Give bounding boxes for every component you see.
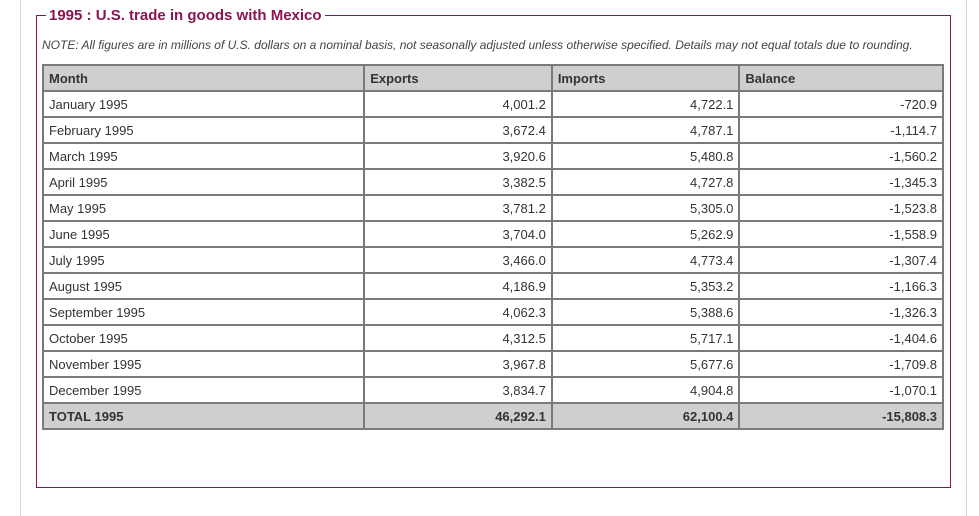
month-cell: August 1995 — [41, 272, 366, 300]
page-divider-right — [966, 0, 967, 516]
column-header-exports: Exports — [363, 64, 553, 92]
note-text: NOTE: All figures are in millions of U.S… — [42, 38, 913, 52]
balance-cell: -1,709.8 — [738, 350, 944, 378]
balance-cell: -1,070.1 — [738, 376, 944, 404]
balance-cell: -1,404.6 — [738, 324, 944, 352]
balance-cell: -1,345.3 — [738, 168, 944, 196]
exports-cell: 4,186.9 — [363, 272, 553, 300]
exports-cell: 4,062.3 — [363, 298, 553, 326]
month-cell: June 1995 — [41, 220, 366, 248]
table-row: March 1995 3,920.6 5,480.8 -1,560.2 — [41, 142, 944, 170]
table-row: May 1995 3,781.2 5,305.0 -1,523.8 — [41, 194, 944, 222]
balance-cell: -1,560.2 — [738, 142, 944, 170]
month-cell: April 1995 — [41, 168, 366, 196]
exports-cell: 3,704.0 — [363, 220, 553, 248]
table-row: September 1995 4,062.3 5,388.6 -1,326.3 — [41, 298, 944, 326]
imports-cell: 4,904.8 — [550, 376, 741, 404]
table-body: January 1995 4,001.2 4,722.1 -720.9 February… — [41, 90, 944, 404]
balance-cell: -1,114.7 — [738, 116, 944, 144]
total-imports: 62,100.4 — [550, 402, 741, 430]
month-cell: December 1995 — [41, 376, 366, 404]
imports-cell: 4,787.1 — [550, 116, 741, 144]
balance-cell: -1,326.3 — [738, 298, 944, 326]
exports-cell: 4,312.5 — [363, 324, 553, 352]
total-label: TOTAL 1995 — [41, 402, 366, 430]
table-row: July 1995 3,466.0 4,773.4 -1,307.4 — [41, 246, 944, 274]
month-cell: October 1995 — [41, 324, 366, 352]
exports-cell: 3,382.5 — [363, 168, 553, 196]
table-row: June 1995 3,704.0 5,262.9 -1,558.9 — [41, 220, 944, 248]
month-cell: May 1995 — [41, 194, 366, 222]
column-header-month: Month — [41, 64, 366, 92]
total-balance: -15,808.3 — [738, 402, 944, 430]
exports-cell: 4,001.2 — [363, 90, 553, 118]
table-row: August 1995 4,186.9 5,353.2 -1,166.3 — [41, 272, 944, 300]
imports-cell: 4,773.4 — [550, 246, 741, 274]
imports-cell: 5,353.2 — [550, 272, 741, 300]
imports-cell: 5,305.0 — [550, 194, 741, 222]
imports-cell: 5,677.6 — [550, 350, 741, 378]
table-row: January 1995 4,001.2 4,722.1 -720.9 — [41, 90, 944, 118]
month-cell: September 1995 — [41, 298, 366, 326]
exports-cell: 3,781.2 — [363, 194, 553, 222]
exports-cell: 3,967.8 — [363, 350, 553, 378]
month-cell: February 1995 — [41, 116, 366, 144]
exports-cell: 3,834.7 — [363, 376, 553, 404]
imports-cell: 5,480.8 — [550, 142, 741, 170]
balance-cell: -1,558.9 — [738, 220, 944, 248]
exports-cell: 3,920.6 — [363, 142, 553, 170]
column-header-balance: Balance — [738, 64, 944, 92]
month-cell: March 1995 — [41, 142, 366, 170]
trade-table: Month Exports Imports Balance January 19… — [41, 64, 944, 430]
month-cell: January 1995 — [41, 90, 366, 118]
column-header-imports: Imports — [550, 64, 741, 92]
imports-cell: 4,727.8 — [550, 168, 741, 196]
imports-cell: 5,262.9 — [550, 220, 741, 248]
balance-cell: -1,166.3 — [738, 272, 944, 300]
exports-cell: 3,466.0 — [363, 246, 553, 274]
imports-cell: 4,722.1 — [550, 90, 741, 118]
balance-cell: -1,307.4 — [738, 246, 944, 274]
page-divider-left — [20, 0, 21, 516]
table-header-row: Month Exports Imports Balance — [41, 64, 944, 92]
trade-panel: 1995 : U.S. trade in goods with Mexico N… — [36, 7, 951, 488]
balance-cell: -720.9 — [738, 90, 944, 118]
table-row: December 1995 3,834.7 4,904.8 -1,070.1 — [41, 376, 944, 404]
table-row: November 1995 3,967.8 5,677.6 -1,709.8 — [41, 350, 944, 378]
panel-title: 1995 : U.S. trade in goods with Mexico — [49, 7, 322, 24]
imports-cell: 5,717.1 — [550, 324, 741, 352]
table-row: February 1995 3,672.4 4,787.1 -1,114.7 — [41, 116, 944, 144]
total-row: TOTAL 1995 46,292.1 62,100.4 -15,808.3 — [41, 402, 944, 430]
exports-cell: 3,672.4 — [363, 116, 553, 144]
total-exports: 46,292.1 — [363, 402, 553, 430]
month-cell: July 1995 — [41, 246, 366, 274]
table-row: October 1995 4,312.5 5,717.1 -1,404.6 — [41, 324, 944, 352]
table-row: April 1995 3,382.5 4,727.8 -1,345.3 — [41, 168, 944, 196]
month-cell: November 1995 — [41, 350, 366, 378]
balance-cell: -1,523.8 — [738, 194, 944, 222]
imports-cell: 5,388.6 — [550, 298, 741, 326]
